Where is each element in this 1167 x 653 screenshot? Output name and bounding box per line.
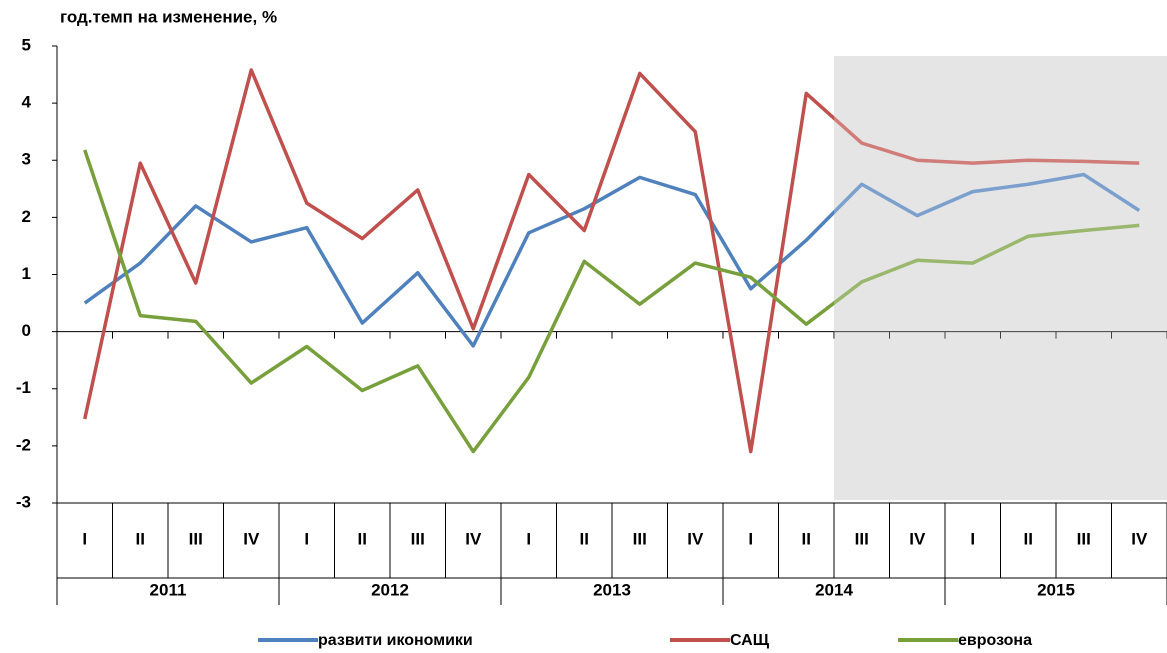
forecast-shade bbox=[834, 56, 1167, 500]
series-line bbox=[83, 68, 1140, 454]
x-tick-label: III bbox=[1077, 529, 1091, 548]
x-tick-label: II bbox=[580, 529, 589, 548]
x-tick-label: II bbox=[136, 529, 145, 548]
y-tick-label: 1 bbox=[22, 264, 31, 283]
x-tick-label: IV bbox=[243, 529, 260, 548]
year-label: 2011 bbox=[150, 580, 187, 599]
year-label: 2014 bbox=[815, 580, 853, 599]
forecast-tint bbox=[834, 56, 1167, 500]
x-tick-label: II bbox=[802, 529, 811, 548]
y-tick-label: 2 bbox=[22, 207, 31, 226]
x-tick-label: II bbox=[358, 529, 367, 548]
chart-title: год.темп на изменение, % bbox=[60, 7, 277, 26]
y-tick-label: 5 bbox=[22, 35, 31, 54]
x-tick-label: I bbox=[82, 529, 87, 548]
series-line bbox=[83, 149, 1140, 454]
y-tick-label: -1 bbox=[16, 378, 31, 397]
x-tick-label: III bbox=[855, 529, 869, 548]
legend-label: развити икономики bbox=[318, 632, 473, 649]
year-label: 2012 bbox=[371, 580, 409, 599]
x-tick-label: I bbox=[970, 529, 975, 548]
x-tick-label: IV bbox=[1131, 529, 1148, 548]
y-tick-label: -2 bbox=[16, 435, 31, 454]
y-tick-label: 4 bbox=[22, 93, 32, 112]
x-tick-label: IV bbox=[465, 529, 482, 548]
x-tick-label: I bbox=[526, 529, 531, 548]
x-tick-label: I bbox=[748, 529, 753, 548]
x-tick-label: III bbox=[633, 529, 647, 548]
legend-label: САЩ bbox=[730, 632, 770, 649]
year-label: 2015 bbox=[1037, 580, 1075, 599]
x-tick-label: II bbox=[1024, 529, 1033, 548]
y-tick-label: -3 bbox=[16, 492, 31, 511]
x-tick-label: III bbox=[189, 529, 203, 548]
y-tick-label: 0 bbox=[22, 321, 31, 340]
x-tick-label: IV bbox=[687, 529, 704, 548]
x-tick-label: I bbox=[304, 529, 309, 548]
x-tick-label: III bbox=[411, 529, 425, 548]
legend-label: еврозона bbox=[958, 632, 1032, 649]
y-tick-label: 3 bbox=[22, 150, 31, 169]
series-line bbox=[83, 172, 1141, 348]
x-tick-label: IV bbox=[909, 529, 926, 548]
year-label: 2013 bbox=[593, 580, 631, 599]
